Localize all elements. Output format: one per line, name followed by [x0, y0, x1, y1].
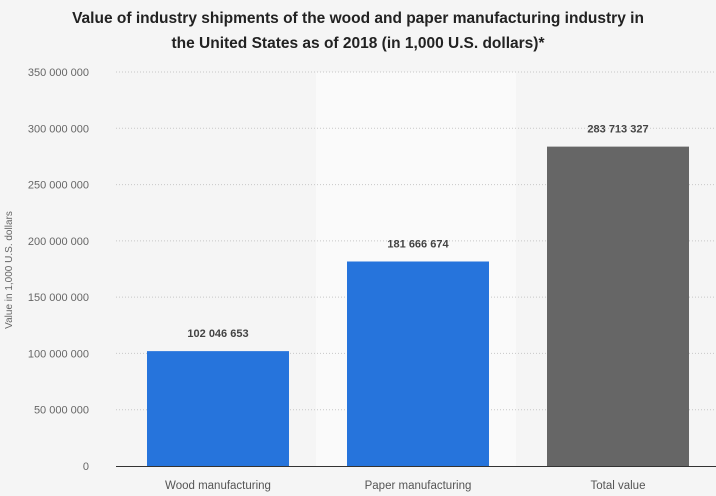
y-tick-label: 0 [83, 461, 89, 473]
bar [547, 146, 689, 466]
x-tick-label: Paper manufacturing [365, 480, 472, 492]
y-tick-label: 50 000 000 [34, 405, 89, 417]
x-tick-label: Total value [591, 480, 646, 492]
bar [147, 351, 289, 466]
y-tick-label: 100 000 000 [28, 348, 89, 360]
y-tick-label: 300 000 000 [28, 123, 89, 135]
y-tick-label: 200 000 000 [28, 236, 89, 248]
y-axis-label: Value in 1,000 U.S. dollars [4, 211, 15, 329]
data-label: 102 046 653 [187, 328, 248, 340]
data-label: 283 713 327 [587, 124, 648, 136]
chart-title: Value of industry shipments of the wood … [0, 6, 716, 56]
x-tick-label: Wood manufacturing [165, 480, 271, 492]
data-label: 181 666 674 [387, 238, 449, 250]
y-tick-label: 250 000 000 [28, 180, 89, 192]
chart-title-line-1: Value of industry shipments of the wood … [72, 10, 644, 27]
chart-title-line-2: the United States as of 2018 (in 1,000 U… [171, 35, 545, 52]
y-tick-label: 150 000 000 [28, 292, 89, 304]
y-tick-label: 350 000 000 [28, 67, 89, 79]
bar [347, 261, 489, 466]
